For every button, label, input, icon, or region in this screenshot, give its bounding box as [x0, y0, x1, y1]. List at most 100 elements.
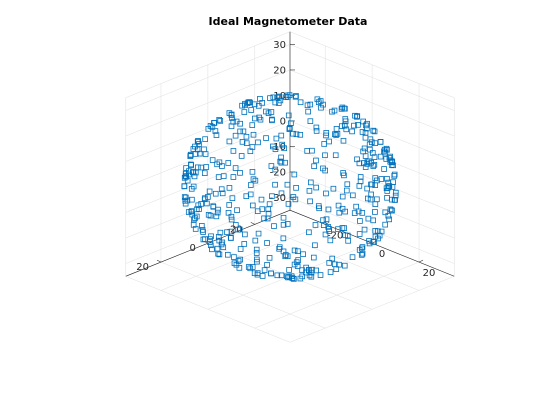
data-point — [343, 126, 350, 133]
data-point — [272, 146, 279, 152]
data-point — [312, 222, 319, 228]
data-point — [212, 190, 219, 197]
data-point — [209, 246, 215, 253]
data-point — [295, 248, 301, 255]
data-point — [326, 228, 333, 234]
data-point — [263, 135, 269, 141]
data-point — [230, 174, 237, 180]
data-point — [370, 163, 377, 169]
data-point — [237, 256, 244, 263]
data-point — [332, 261, 338, 268]
data-point — [188, 162, 195, 168]
data-point — [268, 270, 274, 277]
data-point — [261, 267, 268, 273]
data-point — [362, 164, 369, 170]
data-point — [376, 232, 383, 239]
data-point — [181, 183, 188, 190]
data-point — [392, 192, 399, 199]
data-point — [292, 196, 299, 203]
data-point — [386, 216, 392, 223]
data-point — [313, 128, 320, 134]
data-point — [286, 126, 293, 132]
data-point — [195, 202, 202, 209]
data-point — [253, 246, 260, 253]
data-point — [269, 116, 275, 123]
data-point — [299, 273, 305, 280]
data-point — [190, 183, 197, 190]
data-point — [385, 212, 392, 219]
data-point — [261, 215, 267, 222]
data-point — [306, 188, 313, 194]
data-point — [292, 93, 299, 100]
data-point — [196, 206, 202, 212]
data-point — [359, 210, 366, 216]
gridline-y — [160, 224, 326, 291]
data-point — [326, 260, 333, 266]
data-point — [284, 181, 291, 188]
data-point — [264, 215, 271, 222]
data-point — [361, 145, 368, 152]
data-point — [306, 229, 312, 236]
data-point — [350, 192, 356, 199]
data-point — [243, 133, 250, 140]
z-tick-label: 0 — [280, 116, 286, 127]
data-point — [372, 182, 379, 188]
data-point — [354, 113, 361, 119]
data-point — [325, 224, 332, 230]
data-point — [199, 223, 205, 229]
data-point — [272, 181, 278, 188]
data-point — [207, 212, 214, 219]
data-point — [242, 231, 248, 238]
data-point — [205, 212, 212, 218]
data-point — [372, 209, 378, 215]
z-tick-label: 30 — [273, 40, 286, 51]
data-point — [366, 238, 372, 244]
data-point — [358, 252, 365, 258]
data-point — [297, 131, 304, 138]
data-point — [218, 186, 225, 192]
data-point — [256, 114, 262, 121]
data-point — [228, 112, 235, 118]
data-point — [369, 181, 375, 188]
data-point — [234, 207, 240, 213]
data-point — [336, 209, 343, 216]
data-point — [282, 253, 289, 260]
data-point — [311, 163, 317, 169]
data-point — [381, 146, 388, 153]
data-point — [367, 146, 373, 153]
data-point — [308, 273, 315, 280]
data-point — [206, 188, 213, 195]
data-point — [249, 169, 256, 175]
data-point — [325, 206, 332, 213]
data-point — [378, 228, 385, 235]
z-tick-label: -30 — [270, 193, 286, 204]
data-point — [313, 157, 319, 164]
data-point — [354, 156, 360, 163]
x-tick-label: 0 — [190, 243, 196, 254]
data-point — [365, 215, 372, 222]
data-point — [389, 207, 395, 214]
data-point — [190, 222, 197, 228]
data-point — [259, 206, 266, 212]
data-point — [250, 176, 257, 183]
data-point — [314, 96, 321, 103]
data-point — [220, 173, 227, 179]
data-point — [349, 128, 355, 135]
y-tick-label: -20 — [327, 230, 343, 241]
data-point — [387, 158, 394, 165]
data-points — [181, 92, 399, 282]
data-point — [359, 250, 366, 257]
data-point — [377, 153, 384, 160]
data-point — [342, 118, 349, 125]
data-point — [217, 118, 224, 124]
data-point — [255, 103, 262, 109]
data-point — [285, 112, 292, 119]
data-point — [189, 196, 195, 203]
data-point — [356, 183, 363, 189]
data-point — [243, 140, 250, 146]
data-point — [304, 102, 311, 109]
data-point — [235, 258, 242, 264]
z-tick-label: -20 — [270, 167, 286, 178]
data-point — [226, 202, 233, 208]
data-point — [272, 166, 279, 173]
